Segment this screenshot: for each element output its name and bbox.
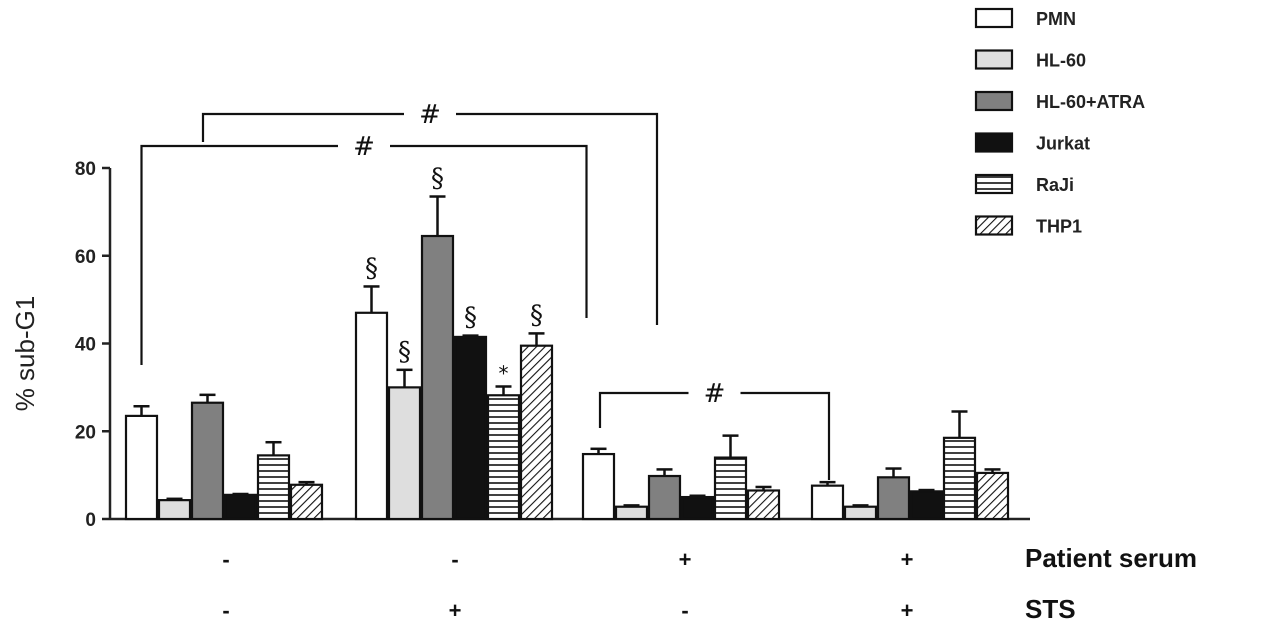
bar-pmn-group-1 (124, 414, 159, 521)
error-bar (429, 195, 446, 237)
error-bar (199, 393, 216, 403)
significance-bracket: # (201, 100, 659, 325)
error-bar (819, 480, 836, 486)
error-bar (852, 504, 869, 507)
bar-thp1-group-2 (519, 344, 554, 521)
legend-swatch (974, 173, 1014, 195)
significance-bracket: # (598, 379, 831, 480)
error-bar (298, 480, 315, 485)
error-bar (918, 488, 935, 492)
legend-label: THP1 (1036, 217, 1082, 237)
bar-raji-group-1 (256, 454, 291, 521)
legend-item: HL-60 (974, 49, 1086, 71)
significance-section-mark: § (365, 253, 378, 283)
bar-hl-60-group-2 (387, 386, 422, 521)
legend-item: RaJi (974, 173, 1074, 195)
bar-thp1-group-3 (746, 489, 781, 521)
y-tick-label: 20 (75, 422, 96, 443)
bar-raji-group-4 (942, 436, 977, 521)
bar-hl-60-atra-group-4 (876, 476, 911, 521)
bar-hl-60-group-1 (157, 499, 192, 521)
bar-hl-60-atra-group-2 (420, 234, 455, 521)
error-bar (133, 404, 150, 416)
error-bar (528, 332, 545, 346)
legend-swatch (974, 215, 1014, 236)
error-bar (265, 440, 282, 456)
bar-jurkat-group-1 (223, 493, 258, 521)
legend-item: HL-60+ATRA (974, 90, 1145, 112)
significance-star: * (499, 361, 509, 385)
significance-section-mark: § (431, 164, 444, 194)
bracket-label: # (353, 132, 375, 162)
bar-pmn-group-3 (581, 452, 616, 521)
error-bar (951, 410, 968, 438)
condition-sign: - (451, 547, 458, 572)
legend-item: Jurkat (974, 132, 1090, 154)
error-bar (166, 497, 183, 501)
error-bar (656, 468, 673, 477)
condition-sign: - (681, 598, 688, 623)
legend-swatch (974, 90, 1014, 112)
bar-raji-group-2 (486, 394, 521, 521)
bar-thp1-group-4 (975, 471, 1010, 521)
error-bar (722, 434, 739, 458)
error-bar (984, 468, 1001, 473)
legend-item: THP1 (974, 215, 1082, 237)
significance-section-mark: § (464, 303, 477, 333)
condition-sign: - (222, 598, 229, 623)
condition-sign: + (679, 547, 692, 572)
y-tick-label: 60 (75, 247, 96, 268)
legend-label: HL-60+ATRA (1036, 92, 1145, 112)
error-bar (363, 285, 380, 313)
legend-swatch (974, 49, 1014, 70)
condition-labels: - - + + Patient serum - + - + STS (222, 543, 1197, 624)
y-tick-label: 40 (75, 335, 96, 356)
legend-swatch (974, 132, 1014, 153)
legend-label: HL-60 (1036, 51, 1086, 71)
condition-row-label: Patient serum (1025, 543, 1197, 573)
bar-jurkat-group-3 (680, 495, 715, 521)
bar-hl-60-group-3 (614, 505, 649, 521)
error-bar (462, 334, 479, 337)
bar-thp1-group-1 (289, 483, 324, 521)
error-bar (232, 492, 249, 496)
bracket-label: # (419, 100, 441, 130)
bar-hl-60-atra-group-3 (647, 474, 682, 521)
legend-swatch (974, 7, 1014, 29)
y-tick-label: 80 (75, 159, 96, 180)
error-bar (755, 485, 772, 491)
bar-raji-group-3 (713, 456, 748, 521)
significance-bracket: # (140, 132, 588, 365)
bar-pmn-group-4 (810, 484, 845, 521)
condition-row-label: STS (1025, 594, 1076, 624)
bar-pmn-group-2 (354, 311, 389, 521)
error-bar (623, 504, 640, 507)
significance-section-mark: § (530, 300, 543, 330)
condition-sign: + (449, 598, 462, 623)
condition-sign: + (901, 598, 914, 623)
error-bar (885, 467, 902, 478)
y-axis-label: % sub-G1 (10, 296, 40, 412)
legend-label: RaJi (1036, 175, 1074, 195)
y-tick-label: 0 (85, 510, 96, 531)
legend: PMN HL-60 HL-60+ATRA Jurkat RaJi THP1 (974, 7, 1145, 237)
legend-label: PMN (1036, 9, 1076, 29)
bar-jurkat-group-2 (453, 335, 488, 521)
error-bar (495, 385, 512, 396)
error-bar (590, 447, 607, 455)
bars (124, 195, 1010, 521)
significance-section-mark: § (398, 337, 411, 367)
legend-item: PMN (974, 7, 1076, 29)
annotations: § § § § * § # # # (140, 100, 831, 480)
error-bar (396, 368, 413, 388)
legend-label: Jurkat (1036, 134, 1090, 154)
bar-jurkat-group-4 (909, 490, 944, 521)
condition-sign: - (222, 547, 229, 572)
condition-sign: + (901, 547, 914, 572)
bracket-label: # (704, 379, 726, 409)
error-bar (689, 494, 706, 498)
bar-hl-60-group-4 (843, 505, 878, 521)
bar-hl-60-atra-group-1 (190, 401, 225, 521)
